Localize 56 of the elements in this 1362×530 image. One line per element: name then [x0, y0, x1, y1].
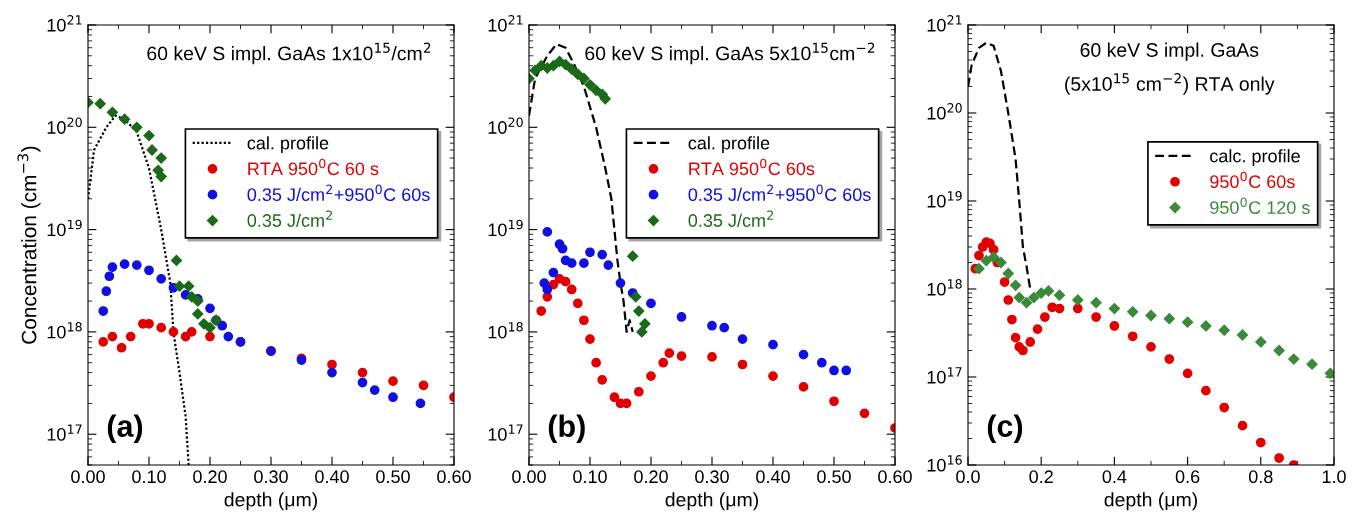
x-tick-label: 0.60	[437, 470, 471, 484]
text: 60 keV S impl. GaAs 5x10$^{15}$cm$^{−2}$	[585, 42, 875, 65]
legend-label: 0.35 J/cm$^{2}$+950$^{0}$C 60s	[247, 184, 430, 202]
y-tick-label: 10$^{19}$	[47, 219, 82, 237]
x-tick-label: 0.10	[573, 470, 607, 484]
annotation: (b)	[548, 414, 585, 443]
x-tick-label: 0.20	[193, 470, 227, 484]
legend-label: 950$^{0}$C 120 s	[1210, 197, 1310, 214]
legend-label: 950$^{0}$C 60s	[1210, 171, 1295, 189]
x-tick-label: 1.0	[1322, 470, 1346, 484]
y-tick-label: 10$^{20}$	[488, 117, 523, 134]
x-tick-label: 0.2	[1029, 470, 1053, 484]
y-tick-label: 10$^{18}$	[927, 279, 962, 296]
x-tick-label: 0.50	[376, 470, 410, 484]
y-tick-label: 10$^{18}$	[488, 322, 523, 339]
x-axis-title: depth (μm)	[665, 492, 758, 511]
legend-label: calc. profile	[1210, 149, 1300, 166]
y-tick-label: 10$^{19}$	[488, 219, 523, 237]
x-tick-label: 0.60	[878, 470, 912, 484]
x-tick-label: 0.0	[956, 470, 980, 484]
y-tick-label: 10$^{21}$	[47, 15, 82, 32]
y-tick-label: 10$^{20}$	[47, 117, 82, 134]
annotation: (c)	[987, 414, 1023, 443]
y-tick-label: 10$^{19}$	[927, 191, 962, 208]
legend-label: RTA 950$^{0}$C 60 s	[248, 158, 379, 176]
text: 60 keV S impl. GaAs 1x10$^{15}$/cm$^{2}$	[147, 42, 431, 65]
x-tick-label: 0.8	[1248, 470, 1273, 484]
x-tick-label: 0.40	[315, 470, 349, 484]
x-tick-label: 0.10	[132, 470, 166, 484]
x-tick-label: 0.30	[695, 470, 729, 484]
y-tick-label: 10$^{20}$	[927, 103, 962, 120]
x-axis-title: depth (μm)	[1104, 492, 1197, 511]
x-tick-label: 0.00	[512, 470, 546, 484]
y-axis-title: Concentration (cm$^{−3}$)	[17, 146, 41, 344]
y-tick-label: 10$^{17}$	[47, 424, 82, 441]
annotation: (a)	[107, 414, 143, 443]
legend-label: cal. profile	[688, 136, 770, 154]
x-axis-title: depth (μm)	[224, 492, 317, 511]
x-tick-label: 0.6	[1175, 470, 1200, 484]
text: 60 keV S impl. GaAs (5x10$^{15}$ cm$^{−2}$) RTA only	[1065, 42, 1275, 95]
legend-label: cal. profile	[247, 136, 329, 154]
x-tick-label: 0.40	[756, 470, 790, 484]
y-tick-label: 10$^{21}$	[488, 15, 523, 32]
y-tick-label: 10$^{17}$	[488, 424, 523, 441]
x-tick-label: 0.4	[1102, 470, 1127, 484]
legend-label: RTA 950$^{0}$C 60s	[689, 158, 815, 176]
x-tick-label: 0.50	[817, 470, 851, 484]
y-tick-label: 10$^{21}$	[927, 15, 962, 32]
y-tick-label: 10$^{17}$	[927, 367, 962, 384]
x-tick-label: 0.20	[634, 470, 668, 484]
y-tick-label: 10$^{18}$	[47, 322, 82, 339]
legend-label: 0.35 J/cm$^{2}$+950$^{0}$C 60s	[688, 184, 871, 202]
x-tick-label: 0.00	[71, 470, 105, 484]
legend-label: 0.35 J/cm$^{2}$	[247, 210, 333, 227]
x-tick-label: 0.30	[254, 470, 288, 484]
legend-label: 0.35 J/cm$^{2}$	[688, 210, 774, 227]
